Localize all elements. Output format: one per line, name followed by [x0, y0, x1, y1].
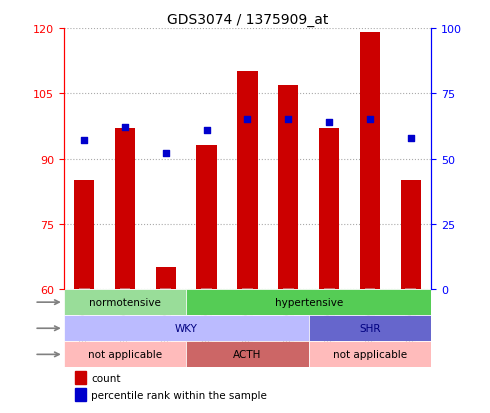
- Point: [80, 138, 88, 144]
- Bar: [360, 33, 380, 290]
- Text: GSM198860: GSM198860: [202, 290, 211, 344]
- Point: [407, 135, 415, 142]
- Point: [325, 119, 333, 126]
- Text: not applicable: not applicable: [333, 349, 407, 359]
- Bar: [74, 388, 86, 401]
- Text: GSM198861: GSM198861: [243, 290, 252, 344]
- Point: [121, 125, 129, 131]
- Point: [203, 127, 211, 134]
- Text: count: count: [91, 373, 121, 383]
- Text: GSM198862: GSM198862: [284, 290, 293, 344]
- Text: GSM198858: GSM198858: [121, 290, 129, 344]
- Bar: [196, 146, 217, 290]
- FancyBboxPatch shape: [186, 290, 431, 316]
- FancyBboxPatch shape: [64, 290, 186, 316]
- Text: GSM198859: GSM198859: [161, 290, 171, 344]
- Bar: [319, 129, 339, 290]
- Title: GDS3074 / 1375909_at: GDS3074 / 1375909_at: [167, 12, 328, 26]
- Text: hypertensive: hypertensive: [274, 297, 343, 307]
- FancyBboxPatch shape: [64, 316, 309, 342]
- FancyBboxPatch shape: [64, 342, 186, 368]
- Text: not applicable: not applicable: [88, 349, 162, 359]
- Bar: [115, 129, 135, 290]
- Bar: [74, 181, 94, 290]
- Text: ACTH: ACTH: [233, 349, 262, 359]
- Point: [366, 117, 374, 123]
- Bar: [278, 85, 298, 290]
- FancyBboxPatch shape: [309, 316, 431, 342]
- Point: [244, 117, 251, 123]
- Text: WKY: WKY: [175, 323, 197, 333]
- Text: SHR: SHR: [359, 323, 381, 333]
- Bar: [74, 371, 86, 384]
- FancyBboxPatch shape: [309, 342, 431, 368]
- Text: GSM198857: GSM198857: [79, 290, 89, 344]
- Text: GSM198863: GSM198863: [324, 290, 334, 344]
- Text: normotensive: normotensive: [89, 297, 161, 307]
- Bar: [156, 268, 176, 290]
- Text: GSM198865: GSM198865: [406, 290, 416, 344]
- Point: [284, 117, 292, 123]
- FancyBboxPatch shape: [186, 342, 309, 368]
- Text: GSM198864: GSM198864: [366, 290, 374, 344]
- Text: percentile rank within the sample: percentile rank within the sample: [91, 390, 267, 400]
- Bar: [401, 181, 421, 290]
- Bar: [237, 72, 258, 290]
- Point: [162, 151, 170, 157]
